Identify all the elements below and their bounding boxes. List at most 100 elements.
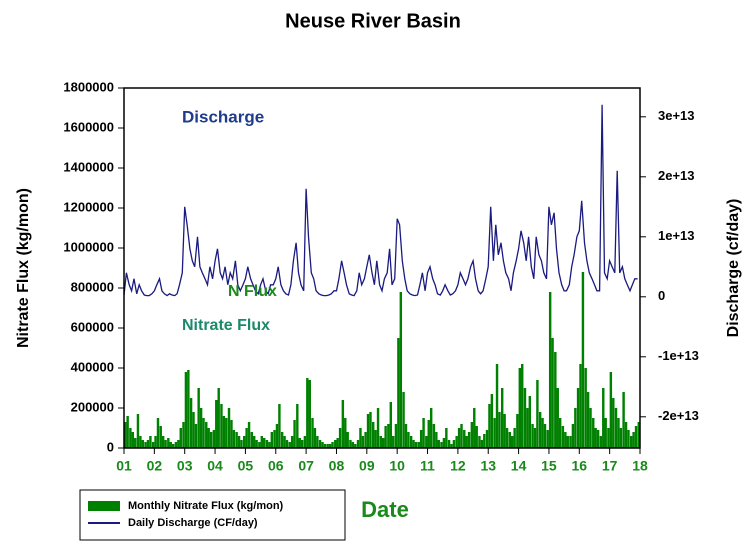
- x-tick-label: 10: [389, 458, 405, 474]
- bar: [473, 408, 476, 448]
- bar: [169, 442, 172, 448]
- bar: [346, 432, 349, 448]
- bar: [167, 438, 170, 448]
- bar: [533, 428, 537, 448]
- x-tick-label: 11: [420, 458, 435, 474]
- bar: [129, 428, 132, 448]
- x-tick-label: 17: [602, 458, 618, 474]
- y2-tick-label: -1e+13: [658, 348, 699, 363]
- bar: [460, 424, 463, 448]
- bar: [503, 414, 506, 448]
- bar: [495, 364, 499, 448]
- bar: [511, 436, 514, 448]
- legend-box: [79, 489, 346, 541]
- bar: [419, 430, 423, 448]
- bar: [442, 438, 446, 448]
- bar: [212, 430, 216, 448]
- bar: [356, 440, 360, 448]
- bar: [336, 438, 339, 448]
- bar: [435, 432, 438, 448]
- x-tick-label: 13: [480, 458, 496, 474]
- bar: [126, 416, 129, 448]
- bar: [139, 436, 142, 448]
- bar: [579, 364, 582, 448]
- bar: [465, 436, 468, 448]
- bar: [237, 436, 241, 448]
- bar: [217, 388, 220, 448]
- bar: [323, 444, 327, 448]
- y-tick-label: 1600000: [63, 119, 114, 134]
- bar: [463, 430, 466, 448]
- x-tick-label: 06: [268, 458, 284, 474]
- bar: [202, 418, 205, 448]
- bar: [394, 424, 398, 448]
- bar: [508, 432, 511, 448]
- bar: [313, 428, 317, 448]
- bar: [402, 392, 405, 448]
- bar: [253, 436, 256, 448]
- bar: [551, 338, 554, 448]
- bar: [556, 388, 559, 448]
- bar: [475, 426, 478, 448]
- bar: [437, 440, 440, 448]
- bar: [452, 440, 456, 448]
- bar: [417, 442, 420, 448]
- x-tick-label: 02: [147, 458, 163, 474]
- bar: [516, 414, 519, 448]
- bar: [571, 424, 575, 448]
- bar: [384, 426, 387, 448]
- bar: [293, 420, 296, 448]
- bar: [318, 440, 322, 448]
- bar: [528, 396, 532, 448]
- bar: [521, 364, 524, 448]
- bar: [171, 444, 175, 448]
- bar: [627, 430, 630, 448]
- bar: [174, 442, 178, 448]
- y-tick-label: 1800000: [63, 79, 114, 94]
- bar: [222, 416, 226, 448]
- y-tick-label: 1400000: [63, 159, 114, 174]
- bar: [429, 408, 433, 448]
- y2-tick-label: -2e+13: [658, 408, 699, 423]
- x-tick-label: 16: [572, 458, 588, 474]
- bar: [574, 408, 577, 448]
- y-axis-label: Nitrate Flux (kg/mon): [15, 188, 32, 348]
- x-tick-label: 05: [238, 458, 254, 474]
- bar: [273, 430, 276, 448]
- bar: [197, 388, 200, 448]
- annotation: N Flux: [228, 283, 277, 300]
- bar: [422, 418, 425, 448]
- bar: [566, 436, 569, 448]
- bar: [268, 442, 271, 448]
- bar: [338, 428, 342, 448]
- bar: [215, 400, 218, 448]
- bar: [374, 430, 377, 448]
- bar: [505, 428, 509, 448]
- bar: [179, 428, 182, 448]
- x-tick-label: 08: [329, 458, 345, 474]
- bar: [371, 422, 375, 448]
- bar: [164, 440, 167, 448]
- bar: [227, 408, 231, 448]
- bar: [141, 440, 145, 448]
- bar: [564, 432, 567, 448]
- bar: [298, 438, 301, 448]
- legend-swatch: [88, 501, 120, 511]
- bar: [596, 430, 600, 448]
- bar: [376, 408, 380, 448]
- bar: [531, 424, 534, 448]
- annotation: Nitrate Flux: [182, 317, 270, 334]
- bar: [619, 428, 623, 448]
- bar: [523, 388, 527, 448]
- bar: [387, 424, 390, 448]
- bar: [187, 370, 190, 448]
- bar: [558, 418, 562, 448]
- bar: [192, 412, 195, 448]
- bar: [182, 422, 185, 448]
- bar: [265, 440, 269, 448]
- y-tick-label: 600000: [71, 319, 114, 334]
- bar: [344, 418, 347, 448]
- bar: [457, 428, 461, 448]
- bar: [629, 436, 633, 448]
